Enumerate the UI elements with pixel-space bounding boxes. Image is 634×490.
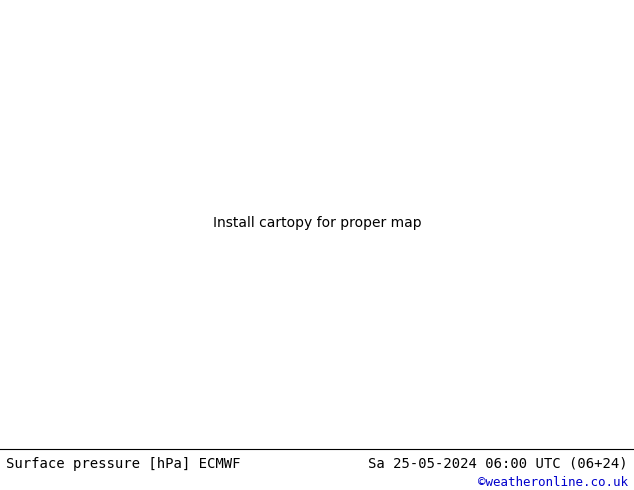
Text: Surface pressure [hPa] ECMWF: Surface pressure [hPa] ECMWF [6,457,241,470]
Text: Install cartopy for proper map: Install cartopy for proper map [212,216,422,230]
Text: ©weatheronline.co.uk: ©weatheronline.co.uk [477,476,628,489]
Text: Sa 25-05-2024 06:00 UTC (06+24): Sa 25-05-2024 06:00 UTC (06+24) [368,457,628,470]
